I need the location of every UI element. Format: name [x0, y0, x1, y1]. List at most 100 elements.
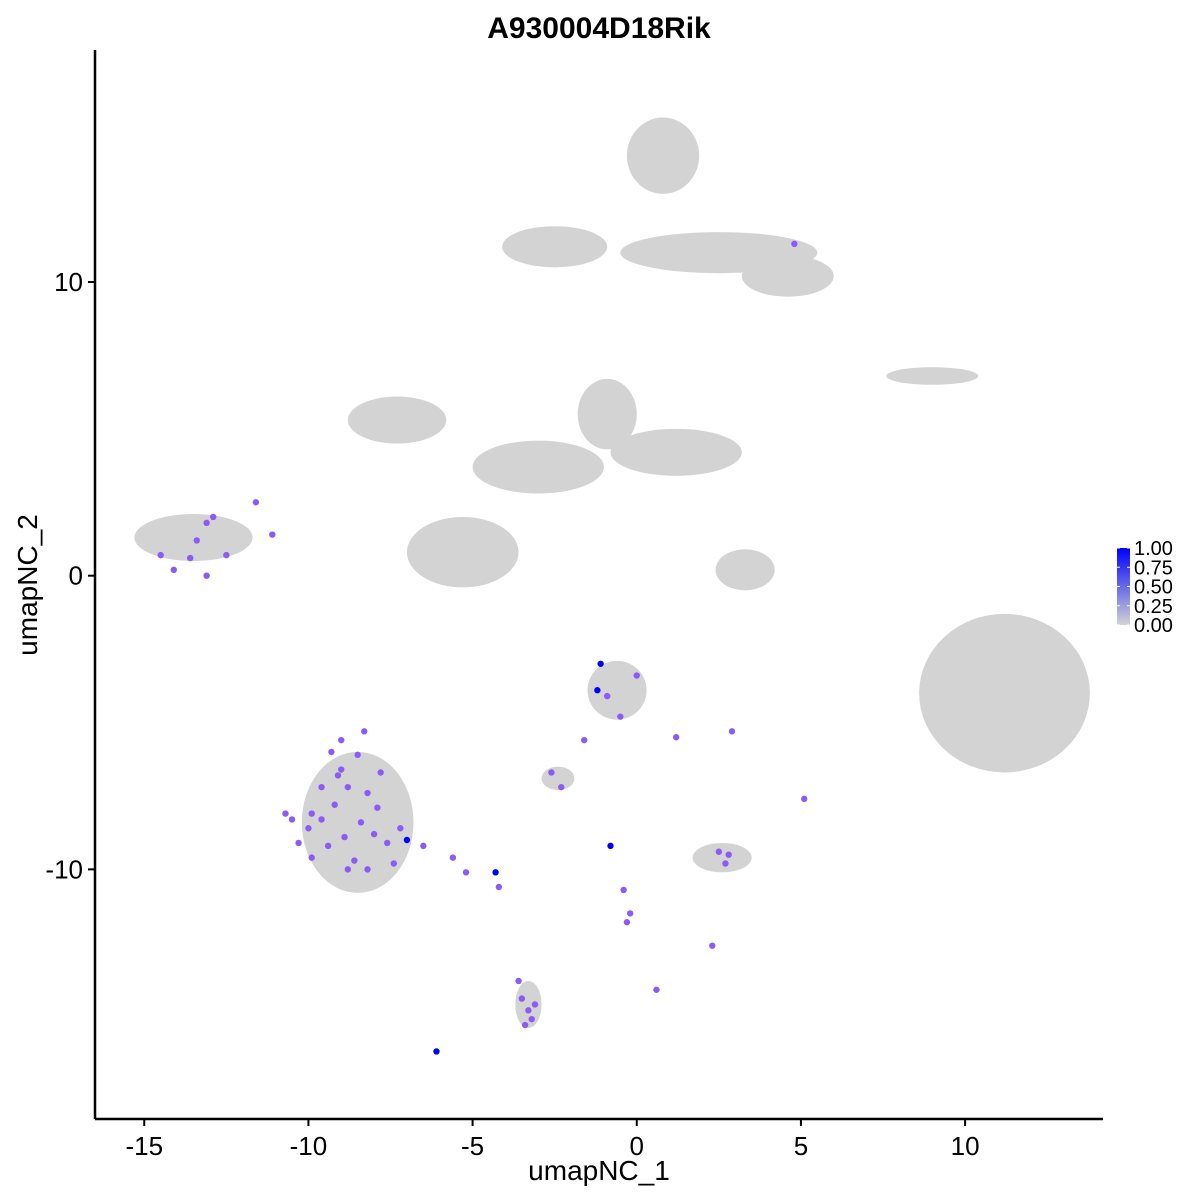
- expressing-cell: [597, 660, 604, 667]
- cell-cluster-1: [626, 117, 700, 194]
- y-axis-ticks: -10 0 10: [45, 267, 95, 884]
- expressing-cell: [403, 836, 411, 844]
- legend-label: 0.50: [1134, 577, 1173, 599]
- x-tick-label: -10: [290, 1131, 328, 1161]
- expressing-cell: [626, 910, 634, 917]
- expressing-cell: [170, 566, 178, 574]
- x-tick-label: -15: [125, 1131, 163, 1161]
- expressing-cell: [318, 783, 325, 791]
- expressing-cell: [331, 801, 338, 808]
- expressing-cell: [531, 1001, 539, 1008]
- expressing-cell: [223, 551, 230, 559]
- expressing-cell: [354, 751, 361, 759]
- expressing-cell: [351, 857, 358, 864]
- x-tick-label: -5: [461, 1131, 484, 1161]
- expressing-cell: [364, 866, 371, 873]
- expressing-cell: [528, 1015, 535, 1023]
- expressing-cell: [308, 854, 315, 861]
- expressing-cell: [515, 977, 522, 985]
- cell-cluster-11: [134, 514, 253, 562]
- expressing-cell: [709, 942, 716, 949]
- cell-cluster-10: [406, 516, 519, 588]
- expressing-cell: [361, 728, 368, 735]
- expressing-cell: [581, 736, 588, 744]
- expressing-cell: [548, 769, 555, 776]
- expressing-cell: [252, 499, 260, 506]
- expressing-cell: [449, 854, 457, 861]
- x-tick-label: 5: [794, 1131, 808, 1161]
- expressing-cell: [518, 995, 526, 1002]
- expressing-cell: [521, 1021, 529, 1029]
- cell-cluster-7: [577, 378, 637, 450]
- expressing-cell: [374, 804, 381, 811]
- expressing-cell: [492, 869, 499, 876]
- expressing-cell: [187, 554, 194, 562]
- expressing-cell: [157, 551, 164, 559]
- expressing-cell: [324, 842, 332, 850]
- cell-cluster-13: [919, 613, 1090, 773]
- x-axis-ticks: -15 -10 -5 0 5 10: [125, 1119, 980, 1161]
- expressing-cell: [433, 1048, 440, 1055]
- x-tick-label: 10: [951, 1131, 980, 1161]
- legend-label: 1.00: [1134, 538, 1173, 560]
- expressing-cell: [633, 672, 640, 679]
- expressing-cell: [338, 766, 345, 773]
- background-cells: [134, 117, 1090, 1028]
- cell-cluster-9: [472, 440, 604, 494]
- y-tick-label: 10: [54, 267, 83, 297]
- expressing-cell: [623, 919, 631, 926]
- expressing-cell: [728, 728, 736, 735]
- expressing-cell: [462, 869, 470, 876]
- x-axis-title: umapNC_1: [528, 1155, 670, 1186]
- expressing-cell: [338, 736, 345, 744]
- expressing-cell: [377, 769, 384, 776]
- cell-cluster-8: [610, 428, 742, 476]
- expressing-cell: [288, 816, 296, 823]
- expressing-cell: [384, 839, 391, 847]
- legend-colorbar: [1117, 548, 1130, 625]
- expressing-cell: [295, 839, 302, 847]
- cell-cluster-14: [301, 751, 414, 893]
- expressing-cell: [620, 886, 627, 894]
- expressing-cell: [722, 860, 729, 867]
- expressing-cell: [617, 713, 624, 720]
- expressing-cell: [328, 748, 335, 756]
- expressing-cell: [334, 772, 342, 779]
- cell-cluster-5: [886, 367, 979, 385]
- legend-ticks: 1.000.750.500.250.00: [1117, 538, 1173, 637]
- expressing-cell: [370, 830, 378, 838]
- expressing-cell: [269, 531, 276, 538]
- expressing-cell: [318, 816, 325, 823]
- legend-label: 0.00: [1134, 615, 1173, 637]
- expressing-cell: [791, 240, 798, 248]
- expressing-cell: [594, 687, 601, 694]
- expressing-cell: [210, 513, 217, 521]
- expressing-cell: [525, 1007, 532, 1014]
- cell-cluster-17: [692, 842, 752, 873]
- expressing-cell: [193, 537, 200, 544]
- expressing-cell: [607, 842, 614, 850]
- cell-cluster-15: [587, 660, 647, 720]
- color-legend: 1.000.750.500.250.00: [1117, 538, 1173, 637]
- expressing-cell: [495, 883, 503, 891]
- cell-cluster-6: [347, 396, 447, 444]
- y-tick-label: 0: [69, 561, 83, 591]
- legend-label: 0.25: [1134, 596, 1173, 618]
- expressing-cell: [653, 986, 660, 993]
- expressing-cell: [357, 819, 365, 826]
- expressing-cell: [344, 783, 352, 791]
- expressing-cell: [203, 519, 210, 527]
- expressing-cell: [604, 692, 611, 700]
- expressing-cell: [715, 848, 723, 855]
- expressing-cell: [672, 734, 680, 741]
- expressing-cell: [203, 572, 210, 579]
- expressing-cell: [364, 789, 371, 797]
- x-tick-label: 0: [630, 1131, 644, 1161]
- chart-title: A930004D18Rik: [487, 12, 711, 45]
- expressing-cell: [282, 810, 289, 817]
- expressing-cell: [725, 851, 732, 858]
- expressing-cell: [341, 833, 348, 841]
- y-tick-label: -10: [45, 854, 83, 884]
- expressing-cell: [308, 810, 315, 817]
